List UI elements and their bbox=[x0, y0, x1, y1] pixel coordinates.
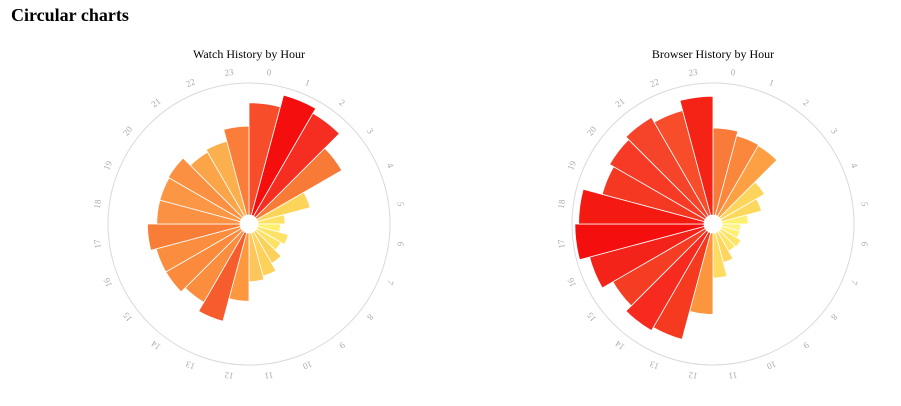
hour-label-0: 0 bbox=[730, 67, 736, 78]
hour-label-5: 5 bbox=[395, 201, 406, 207]
chart-title: Watch History by Hour bbox=[192, 47, 305, 61]
hour-label-9: 9 bbox=[337, 340, 347, 351]
hour-label-0: 0 bbox=[266, 67, 272, 78]
hour-label-19: 19 bbox=[565, 159, 578, 172]
hour-label-1: 1 bbox=[768, 77, 776, 88]
hour-label-21: 21 bbox=[149, 96, 162, 109]
outer-ring bbox=[571, 82, 855, 366]
hour-label-15: 15 bbox=[121, 310, 135, 324]
hour-label-23: 23 bbox=[224, 67, 235, 78]
hour-label-4: 4 bbox=[849, 161, 860, 169]
center-hole bbox=[240, 215, 258, 233]
hour-label-12: 12 bbox=[224, 370, 234, 381]
hour-label-17: 17 bbox=[556, 238, 567, 249]
hour-label-13: 13 bbox=[184, 359, 197, 372]
hour-label-10: 10 bbox=[765, 359, 778, 372]
hour-label-11: 11 bbox=[728, 370, 738, 381]
hour-label-16: 16 bbox=[565, 276, 578, 289]
hour-label-15: 15 bbox=[585, 310, 599, 324]
hour-label-13: 13 bbox=[648, 359, 661, 372]
hour-label-9: 9 bbox=[801, 340, 811, 351]
watch-history-chart: Watch History by Hour 0 1 2 3 4 5 6 7 8 9 10 11 12 13… bbox=[39, 40, 459, 400]
hour-label-3: 3 bbox=[365, 126, 376, 136]
hour-label-10: 10 bbox=[301, 359, 314, 372]
hour-label-12: 12 bbox=[688, 370, 698, 381]
hour-label-2: 2 bbox=[801, 97, 811, 108]
hour-label-11: 11 bbox=[264, 370, 274, 381]
hour-label-7: 7 bbox=[849, 279, 860, 287]
hour-label-16: 16 bbox=[101, 276, 114, 289]
hour-label-23: 23 bbox=[688, 67, 699, 78]
hour-label-18: 18 bbox=[556, 198, 567, 209]
hour-label-14: 14 bbox=[613, 338, 627, 352]
hour-label-17: 17 bbox=[92, 238, 103, 249]
hour-label-22: 22 bbox=[648, 76, 660, 89]
hour-label-18: 18 bbox=[92, 198, 103, 209]
hour-label-6: 6 bbox=[859, 241, 870, 247]
hour-label-2: 2 bbox=[337, 97, 347, 108]
hour-label-3: 3 bbox=[829, 126, 840, 136]
chart-title: Browser History by Hour bbox=[651, 47, 775, 61]
center-hole bbox=[704, 215, 722, 233]
hour-label-4: 4 bbox=[385, 161, 396, 169]
hour-label-20: 20 bbox=[585, 124, 599, 138]
hour-label-8: 8 bbox=[829, 312, 840, 322]
hour-label-6: 6 bbox=[395, 241, 406, 247]
hour-label-7: 7 bbox=[385, 279, 396, 287]
hour-label-21: 21 bbox=[613, 96, 626, 109]
hour-label-19: 19 bbox=[101, 159, 114, 172]
hour-label-8: 8 bbox=[365, 312, 376, 322]
hour-label-1: 1 bbox=[304, 77, 312, 88]
page-title: Circular charts bbox=[11, 5, 129, 25]
hour-label-20: 20 bbox=[121, 124, 135, 138]
outer-ring bbox=[107, 82, 391, 366]
hour-label-22: 22 bbox=[184, 76, 196, 89]
hour-label-14: 14 bbox=[149, 338, 163, 352]
browser-history-chart: Browser History by Hour 0 1 2 3 4 5 6 7 8 9 10 11 12… bbox=[503, 40, 901, 400]
hour-label-5: 5 bbox=[859, 201, 870, 207]
